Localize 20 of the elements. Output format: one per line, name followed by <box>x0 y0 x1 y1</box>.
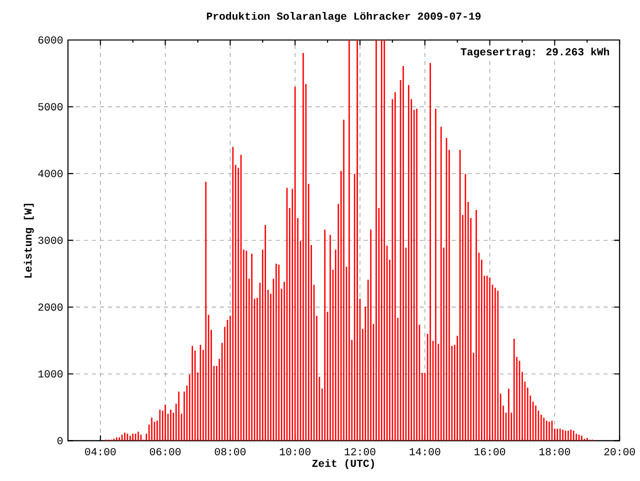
y-tick-label: 5000 <box>38 103 63 111</box>
x-tick-label: 14:00 <box>410 448 440 456</box>
y-tick-label: 2000 <box>38 304 63 311</box>
y-tick-label: 1000 <box>38 370 63 378</box>
x-tick-label: 06:00 <box>150 448 181 456</box>
y-tick-label: 3000 <box>38 236 63 244</box>
x-tick-label: 08:00 <box>214 448 246 456</box>
chart-title: Produktion Solaranlage Löhracker 2009-07-19 <box>206 12 481 22</box>
y-tick-label: 4000 <box>38 170 63 178</box>
x-tick-label: 12:00 <box>344 448 376 456</box>
y-axis-title: Leistung [W] <box>24 204 34 278</box>
x-tick-label: 18:00 <box>539 448 570 456</box>
x-tick-label: 16:00 <box>474 448 506 456</box>
annotation: Tagesertrag: 29.263 kWh <box>460 48 610 58</box>
x-tick-label: 10:00 <box>280 448 310 456</box>
y-tick-label: 0 <box>58 437 63 444</box>
x-tick-label: 04:00 <box>85 448 116 456</box>
x-tick-label: 20:00 <box>604 448 635 456</box>
y-tick-label: 6000 <box>38 36 63 44</box>
x-axis-title: Zeit (UTC) <box>312 459 374 470</box>
